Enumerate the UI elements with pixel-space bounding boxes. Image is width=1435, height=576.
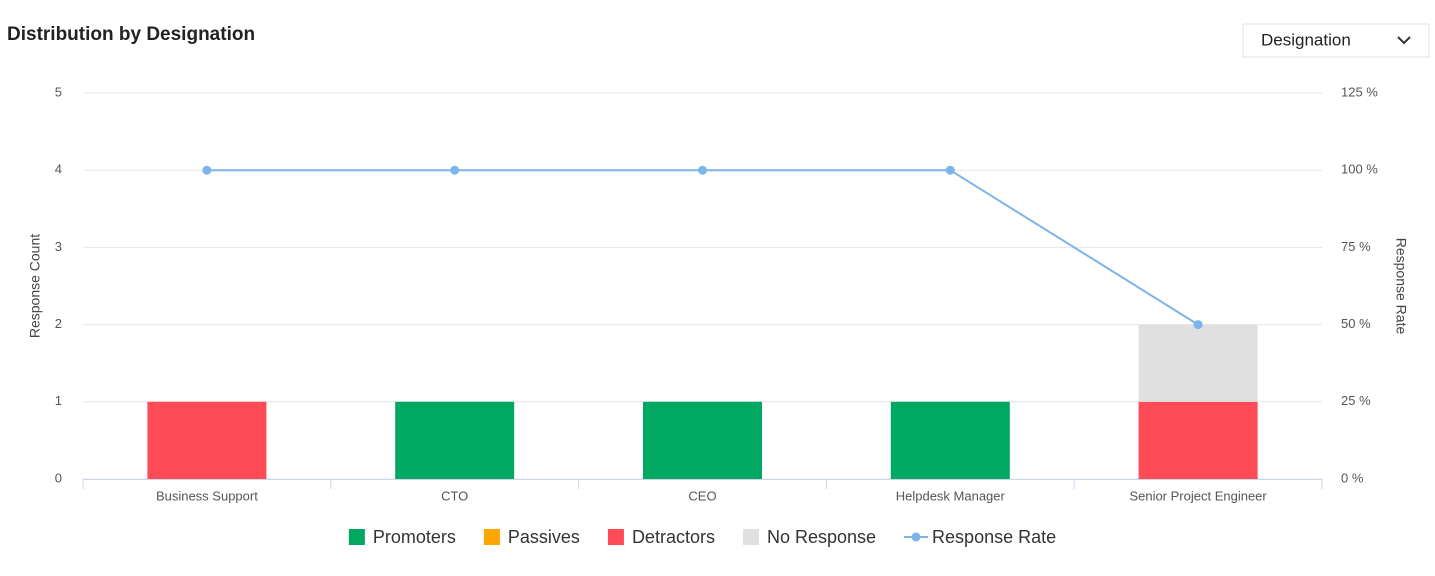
line-point (1193, 320, 1203, 330)
legend: Promoters Passives Detractors No Response Re… (348, 527, 1056, 547)
x-tick-label: Helpdesk Manager (896, 488, 1006, 503)
y2-tick-label: 75 % (1341, 239, 1371, 254)
legend-label: Promoters (373, 527, 456, 547)
y2-tick-label: 0 % (1341, 470, 1364, 485)
y2-axis-title: Response Rate (1393, 238, 1409, 335)
line-point (945, 165, 955, 175)
legend-label: No Response (767, 527, 876, 547)
y2-tick-label: 25 % (1341, 393, 1371, 408)
y-tick-label: 0 (55, 470, 62, 485)
legend-dot (911, 532, 921, 542)
dropdown[interactable]: Designation (1242, 23, 1430, 58)
x-tick-label: CTO (441, 488, 468, 503)
legend-label: Response Rate (932, 527, 1056, 547)
line-point (450, 165, 460, 175)
bar-segment (643, 401, 762, 479)
legend-label: Detractors (632, 527, 715, 547)
y2-tick-label: 125 % (1341, 84, 1378, 99)
bar-segment (147, 401, 267, 479)
dropdown-box[interactable] (1242, 23, 1430, 58)
legend-label: Passives (508, 527, 580, 547)
legend-swatch (348, 529, 365, 545)
line-point (202, 165, 212, 175)
line-point (698, 165, 707, 175)
x-tick-label: CEO (688, 488, 716, 503)
bar-segment (395, 401, 515, 479)
bar-segment (890, 401, 1010, 479)
bar-segment (1138, 324, 1258, 402)
legend-swatch (483, 529, 500, 545)
x-tick-label: Business Support (156, 488, 258, 503)
bar-segment (1138, 401, 1258, 479)
y-tick-label: 1 (55, 393, 62, 408)
chart-title: Distribution by Designation (7, 24, 255, 45)
y-tick-label: 2 (55, 316, 62, 331)
legend-swatch (607, 529, 624, 545)
y-tick-label: 3 (55, 239, 62, 254)
y-axis-title: Response Count (27, 234, 43, 338)
x-tick-label: Senior Project Engineer (1129, 488, 1267, 503)
y2-tick-label: 100 % (1341, 162, 1378, 177)
dropdown-arrow[interactable] (1397, 36, 1411, 45)
legend-swatch (742, 529, 759, 545)
y-tick-label: 4 (55, 162, 62, 177)
y-tick-label: 5 (55, 84, 62, 99)
y2-tick-label: 50 % (1341, 316, 1371, 331)
dropdown-label[interactable]: Designation (1261, 30, 1351, 49)
